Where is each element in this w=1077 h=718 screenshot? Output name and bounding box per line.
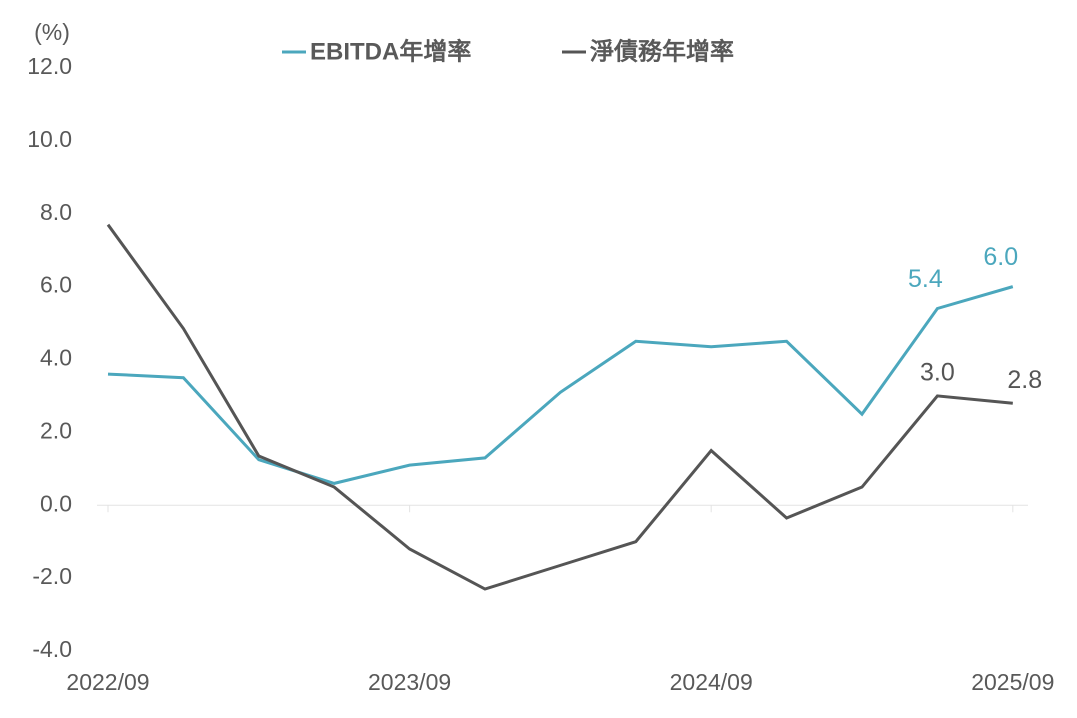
y-unit: (%) xyxy=(34,19,70,45)
legend-text: EBITDA年增率 xyxy=(310,37,471,65)
y-tick-label: 10.0 xyxy=(27,126,72,152)
legend-text: 淨債務年增率 xyxy=(590,37,734,65)
y-tick-label: 8.0 xyxy=(40,199,72,225)
y-tick-label: 6.0 xyxy=(40,272,72,298)
x-tick-label: 2025/09 xyxy=(971,669,1054,695)
y-tick-label: 2.0 xyxy=(40,417,72,443)
y-tick-label: 0.0 xyxy=(40,490,72,516)
x-tick-label: 2023/09 xyxy=(368,669,451,695)
series-line xyxy=(107,285,1014,485)
y-tick-label: -4.0 xyxy=(32,636,72,662)
x-tick-label: 2024/09 xyxy=(670,669,753,695)
value-label: 2.8 xyxy=(1007,366,1042,394)
y-tick-label: -2.0 xyxy=(32,563,72,589)
value-label: 6.0 xyxy=(983,243,1018,271)
value-label: 3.0 xyxy=(920,359,955,387)
value-label: 5.4 xyxy=(908,265,943,293)
y-tick-label: 12.0 xyxy=(27,53,72,79)
series-line xyxy=(106,223,1013,591)
x-tick-label: 2022/09 xyxy=(66,669,149,695)
y-tick-label: 4.0 xyxy=(40,345,72,371)
